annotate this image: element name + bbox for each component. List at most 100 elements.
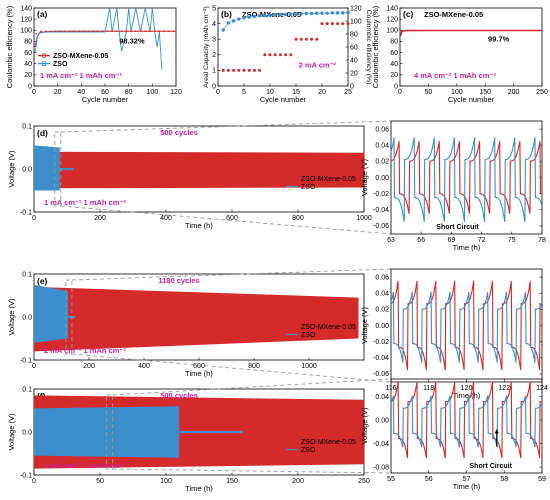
capacity-point <box>237 68 241 72</box>
capacity-point <box>221 68 225 72</box>
capacity-point <box>252 68 256 72</box>
ce-point <box>226 21 231 25</box>
condition-note: 2 mA cm⁻² <box>299 60 337 69</box>
y-tick-label: 120 <box>386 16 398 23</box>
y-tick-label: 60 <box>24 50 32 57</box>
y-tick-label: 0.0 <box>22 166 32 173</box>
x-tick-label: 66 <box>417 237 425 244</box>
y2-axis-label: Coulombic efficiency (%) <box>365 10 372 85</box>
plot-frame <box>399 7 543 87</box>
y-tick-label: 0.02 <box>375 159 389 166</box>
legend-entry: ZSO <box>53 61 68 68</box>
zoom-inset: 63 66 69 72 75 78 -0.06 -0.04 -0.02 0.00 0.02 0.04 0… <box>360 120 546 252</box>
y-axis-label: Voltage (V) <box>7 413 16 451</box>
x-tick-label: 69 <box>448 237 456 244</box>
arrow-head <box>494 428 499 434</box>
data-point <box>168 30 170 33</box>
x-tick-label: 120 <box>170 89 182 96</box>
x-tick-label: 50 <box>425 89 433 96</box>
x-tick-label: 600 <box>193 363 205 370</box>
data-point <box>120 30 123 33</box>
efficiency-annotation: 98.32% <box>119 37 145 46</box>
x-tick-label: 400 <box>160 215 172 222</box>
ce-point <box>320 11 324 15</box>
capacity-point <box>242 68 246 72</box>
x-tick-label: 100 <box>160 478 172 485</box>
data-point <box>35 32 38 35</box>
ce-point <box>278 12 283 17</box>
x-tick-label: 150 <box>479 89 491 96</box>
zoom-guide-top <box>60 120 392 133</box>
x-tick-label: 55 <box>387 476 395 483</box>
zoom-zso-mxene-trace <box>390 280 543 371</box>
zoom-guide-bottom <box>112 468 392 474</box>
y2-tick-label: 40 <box>350 57 358 64</box>
y-tick-label: 0.02 <box>375 307 389 314</box>
condition-note: 1 mA cm⁻² 1 mAh cm⁻² <box>40 71 122 80</box>
data-point <box>82 30 85 33</box>
capacity-point <box>278 53 282 57</box>
y-tick-label: 60 <box>390 50 398 57</box>
y-tick-label: 40 <box>24 61 32 68</box>
capacity-point <box>310 37 314 41</box>
y2-tick-label: 60 <box>350 44 358 51</box>
panel-d: 0 200 400 600 800 1000 -0.1 0.0 0.1 Time (h) Volta… <box>7 120 546 252</box>
legend-marker <box>41 53 47 59</box>
short-circuit-annotation: Short Circuit <box>470 463 513 470</box>
capacity-point <box>284 53 288 57</box>
legend-marker <box>41 61 47 66</box>
zoom-zso-trace <box>390 291 543 363</box>
y-axis-label: Voltage (V) <box>7 298 16 336</box>
panel-label: (d) <box>37 128 48 138</box>
y-axis-label: Voltage (V) <box>360 407 369 445</box>
y-tick-label: 100 <box>20 28 32 35</box>
y-tick-label: -0.06 <box>373 371 389 378</box>
y-tick-label: 0 <box>394 83 398 90</box>
x-tick-label: 250 <box>536 89 548 96</box>
panel-a: 0 20 40 60 80 100 120 0 20 40 60 80 100 120 140 Cycle n… <box>5 5 182 104</box>
ce-point <box>294 12 298 16</box>
x-tick-label: 60 <box>101 89 109 96</box>
condition-note: 1 mA cm⁻² 1 mAh cm⁻² <box>44 198 126 207</box>
legend-entry: ZSO-MXene-0.05 <box>53 53 108 60</box>
y-tick-label: 0.06 <box>375 126 389 133</box>
capacity-point <box>273 53 277 57</box>
x-tick-label: 122 <box>498 385 510 392</box>
data-point <box>59 30 61 33</box>
ce-point <box>257 14 262 18</box>
y-tick-label: 0.06 <box>375 274 389 281</box>
data-point <box>153 30 156 33</box>
zoom-guide-bottom <box>60 205 392 235</box>
ce-point <box>330 11 335 15</box>
y-axis-label: Voltage (V) <box>7 150 16 188</box>
chart-title: ZSO-MXene-0.05 <box>242 10 301 19</box>
cycles-annotation: 500 cycles <box>160 391 198 400</box>
y-tick-label: 0 <box>212 83 216 90</box>
zso-band <box>34 284 69 343</box>
capacity-point <box>320 22 324 26</box>
ce-point <box>341 11 345 15</box>
efficiency-annotation: 99.7% <box>488 34 510 43</box>
ce-point <box>346 10 350 15</box>
x-tick-label: 1000 <box>356 215 372 222</box>
y2-tick-label: 120 <box>350 5 362 12</box>
y2-tick-label: 80 <box>350 31 358 38</box>
data-point <box>106 30 109 33</box>
x-tick-label: 25 <box>344 89 352 96</box>
ce-point <box>221 28 225 32</box>
capacity-point <box>263 53 267 57</box>
ce-point <box>268 13 272 17</box>
capacity-point <box>289 53 293 57</box>
zoom-guide-bottom <box>71 353 392 383</box>
capacity-point <box>325 22 329 26</box>
cycles-annotation: 500 cycles <box>160 128 198 137</box>
data-point <box>49 30 52 33</box>
ce-point <box>231 19 236 23</box>
x-tick-label: 80 <box>125 89 133 96</box>
ce-point <box>247 15 251 19</box>
ce-point <box>325 11 329 15</box>
y-tick-label: 80 <box>24 39 32 46</box>
data-point <box>87 30 90 33</box>
